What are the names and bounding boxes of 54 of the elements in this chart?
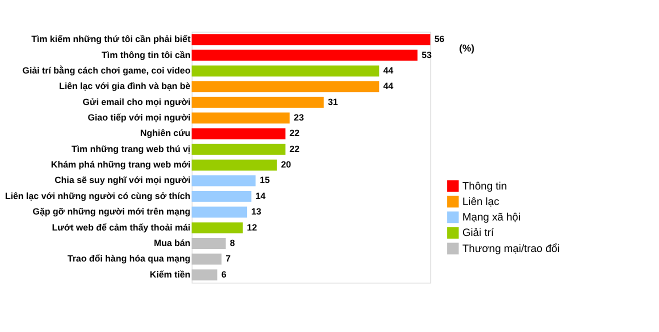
text: (%) <box>459 44 474 55</box>
data-label: 31 <box>328 96 338 107</box>
bar <box>192 65 380 76</box>
y-tick-label: Gửi email cho mọi người <box>82 96 190 107</box>
bar <box>192 96 324 108</box>
data-label: 23 <box>294 112 304 122</box>
data-label: 22 <box>290 128 300 138</box>
y-tick-label: Trao đổi hàng hóa qua mạng <box>68 254 190 264</box>
bar <box>192 112 290 124</box>
bar <box>192 269 218 280</box>
bar <box>192 175 256 186</box>
y-tick-label: Gặp gỡ những người mới trên mạng <box>32 206 190 217</box>
bar <box>192 238 226 249</box>
y-tick-label: Tìm những trang web thú vị <box>72 144 190 154</box>
bar <box>192 144 286 155</box>
data-label: 8 <box>230 238 235 248</box>
bar <box>192 222 243 234</box>
data-label: 56 <box>434 34 444 44</box>
legend-label: Liên lạc <box>462 196 500 208</box>
y-tick-label: Tìm thông tin tôi cần <box>102 50 190 60</box>
data-label: 44 <box>383 65 394 76</box>
bar <box>192 254 222 265</box>
legend-label: Mạng xã hội <box>462 212 521 224</box>
legend-label: Thông tin <box>462 180 507 192</box>
data-label: 12 <box>246 222 257 232</box>
legend-label: Giải trí <box>462 227 494 240</box>
data-label: 7 <box>226 254 231 264</box>
data-label: 44 <box>383 81 394 92</box>
y-tick-label: Kiếm tiền <box>150 269 190 280</box>
y-tick-label: Tìm kiếm những thứ tôi cần phải biết <box>31 34 190 44</box>
y-tick-label: Liên lạc với những người có cùng sở thích <box>5 190 190 201</box>
y-tick-label: Khám phá những trang web mới <box>51 160 190 170</box>
data-label: 14 <box>255 190 266 201</box>
data-label: 20 <box>281 160 292 170</box>
data-label: 15 <box>260 175 270 186</box>
data-label: 13 <box>251 206 262 217</box>
data-label: 22 <box>290 144 300 154</box>
bar <box>192 50 418 61</box>
y-tick-label: Nghiên cứu <box>140 128 190 138</box>
bar <box>192 206 248 218</box>
legend-label: Thương mại/trao đổi <box>462 242 560 255</box>
bar <box>192 160 277 171</box>
y-tick-label: Giải trí bằng cách chơi game, coi video <box>22 64 191 76</box>
bar <box>192 34 430 46</box>
bar <box>192 128 286 140</box>
bar <box>192 190 252 202</box>
y-tick-label: Chia sẽ suy nghĩ với mọi người <box>54 175 190 186</box>
bar <box>192 81 380 92</box>
data-label: 53 <box>422 50 432 60</box>
y-tick-label: Giao tiếp với mọi người <box>88 112 190 122</box>
y-tick-label: Lướt web để cảm thấy thoải mái <box>52 222 190 232</box>
y-tick-label: Mua bán <box>154 238 190 248</box>
y-tick-label: Liên lạc với gia đình và bạn bè <box>59 81 190 92</box>
data-label: 6 <box>221 269 226 280</box>
